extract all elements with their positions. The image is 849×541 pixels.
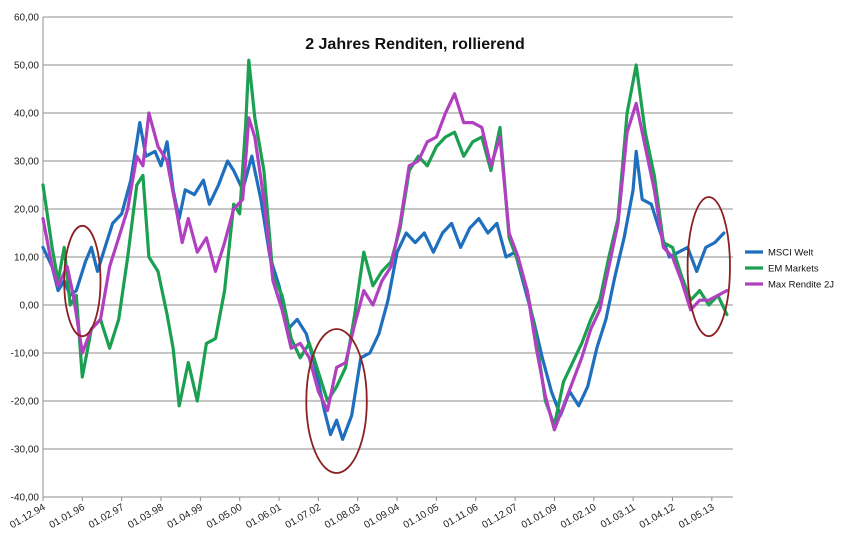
x-tick-label: 01.11.06 <box>442 502 481 531</box>
y-tick-label: -10,00 <box>11 349 40 360</box>
legend: MSCI Welt EM Markets Max Rendite 2J <box>745 248 834 291</box>
x-tick-label: 01.03.11 <box>599 502 638 531</box>
x-tick-label: 01.08.03 <box>323 502 363 531</box>
x-tick-label: 01.05.00 <box>205 502 245 531</box>
x-tick-label: 01.06.01 <box>244 502 284 531</box>
y-tick-label: 30,00 <box>14 157 39 168</box>
y-tick-label: 60,00 <box>14 13 39 24</box>
y-tick-label: 50,00 <box>14 61 39 72</box>
x-tick-label: 01.02.10 <box>559 502 599 531</box>
x-tick-label: 01.03.98 <box>126 502 166 531</box>
x-tick-label: 01.10.05 <box>402 502 442 531</box>
x-tick-label: 01.04.99 <box>166 502 206 531</box>
y-tick-label: 10,00 <box>14 253 39 264</box>
legend-label: Max Rendite 2J <box>768 280 834 291</box>
x-tick-label: 01.07.02 <box>284 502 324 531</box>
chart-title: 2 Jahres Renditen, rollierend <box>305 36 525 53</box>
y-tick-label: 0,00 <box>20 301 40 312</box>
x-tick-label: 01.12.07 <box>480 502 520 531</box>
legend-label: EM Markets <box>768 264 819 275</box>
y-tick-label: 40,00 <box>14 109 39 120</box>
legend-label: MSCI Welt <box>768 248 814 259</box>
x-tick-label: 01.09.04 <box>362 502 402 531</box>
x-axis-ticks: 01.12.94 01.01.96 01.02.97 01.03.98 01.04.99… <box>8 497 717 531</box>
x-tick-label: 01.12.94 <box>8 502 48 531</box>
y-axis-ticks: 60,00 50,00 40,00 30,00 20,00 10,00 0,00 -10,00… <box>11 13 40 504</box>
x-tick-label: 01.01.96 <box>48 502 88 531</box>
annotation-ellipses <box>63 196 731 474</box>
series-line-max-rendite-2j <box>41 92 729 432</box>
x-tick-label: 01.05.13 <box>677 502 717 531</box>
series-line-em-markets <box>41 58 729 427</box>
y-tick-label: 20,00 <box>14 205 39 216</box>
grid-lines <box>42 16 733 498</box>
highlight-ellipse <box>305 328 368 474</box>
x-tick-label: 01.04.12 <box>638 502 678 531</box>
highlight-ellipse <box>63 224 102 338</box>
x-tick-label: 01.01.09 <box>520 502 560 531</box>
x-tick-label: 01.02.97 <box>87 502 127 531</box>
y-tick-label: -30,00 <box>11 445 40 456</box>
y-tick-label: -20,00 <box>11 397 40 408</box>
series-lines <box>41 58 729 441</box>
highlight-ellipse <box>686 196 731 338</box>
y-tick-label: -40,00 <box>11 493 40 504</box>
